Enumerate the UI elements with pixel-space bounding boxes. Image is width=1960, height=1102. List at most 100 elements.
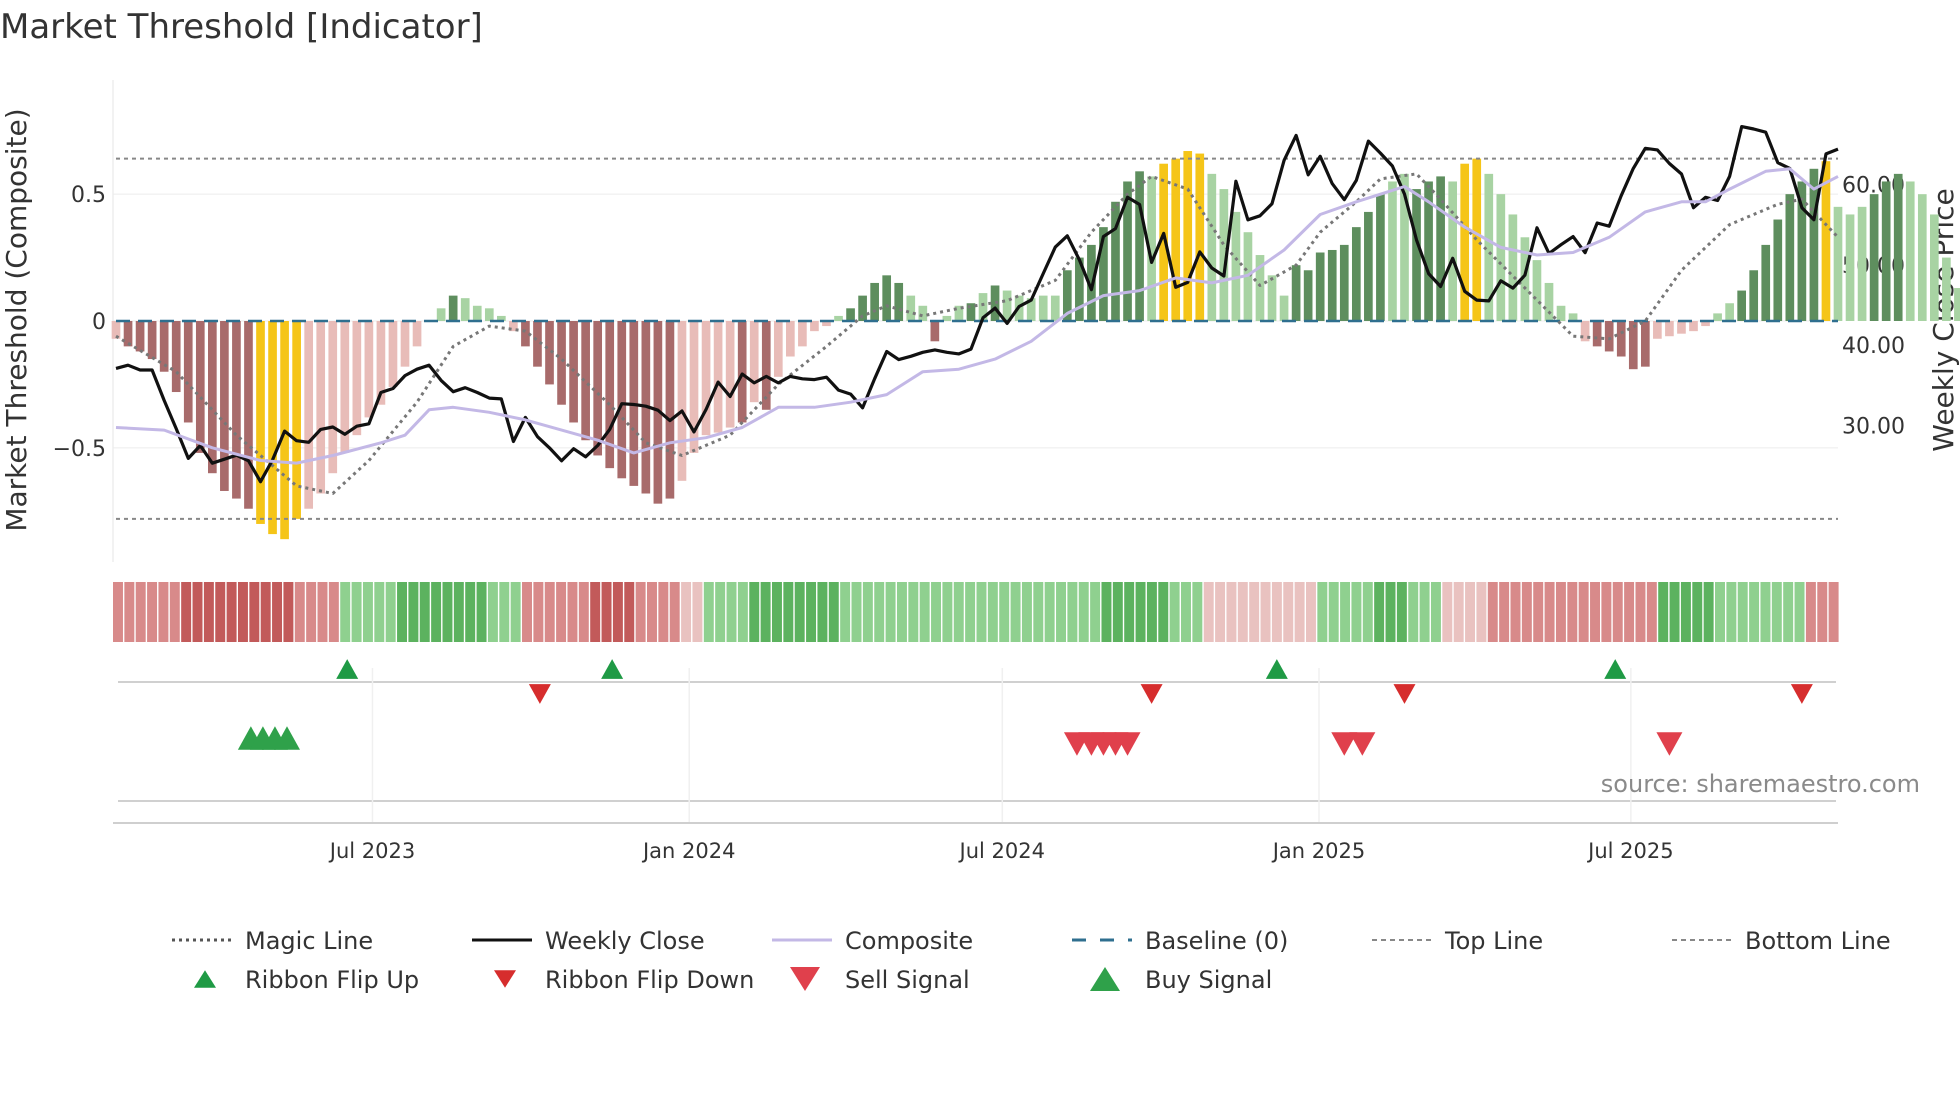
ribbon-cell: [1112, 582, 1123, 642]
histogram-bar: [1833, 206, 1843, 321]
histogram-bar: [1400, 173, 1409, 321]
ribbon-flip-down-marker: [1790, 684, 1813, 704]
ribbon-cell: [1771, 582, 1782, 642]
histogram-bar: [1099, 227, 1108, 321]
ribbon-cell: [1317, 582, 1328, 642]
ribbon-cell: [1590, 582, 1601, 642]
histogram-bar: [1183, 151, 1193, 321]
ribbon-cell: [669, 582, 680, 642]
ribbon-cell: [1374, 582, 1385, 642]
histogram-bar: [954, 305, 964, 321]
ribbon-cell: [237, 582, 248, 642]
ribbon-cell: [1226, 582, 1237, 642]
ribbon-cell: [1181, 582, 1191, 642]
histogram-bar: [183, 321, 193, 423]
ribbon-cell: [1124, 582, 1135, 642]
ribbon-cell: [169, 582, 180, 642]
histogram-bar: [1592, 321, 1602, 347]
histogram-bar: [509, 321, 518, 332]
histogram-bar: [376, 321, 386, 405]
ribbon-cell: [612, 582, 623, 642]
histogram-bar: [1315, 252, 1325, 321]
histogram-bar: [521, 321, 530, 347]
histogram-bar: [292, 321, 301, 519]
histogram-bar: [1942, 257, 1951, 321]
histogram-bar: [605, 321, 615, 469]
ribbon-cell: [1760, 582, 1771, 642]
histogram-bar: [448, 295, 458, 321]
histogram-bar: [1147, 176, 1156, 321]
ribbon-cell: [533, 582, 544, 642]
ribbon-cell: [658, 582, 669, 642]
histogram-bar: [617, 321, 627, 479]
ribbon-cell: [840, 582, 851, 642]
histogram-bar: [1821, 161, 1831, 321]
histogram-bar: [1797, 181, 1807, 321]
ribbon-cell: [442, 582, 453, 642]
histogram-bar: [810, 321, 819, 332]
histogram-bar: [1701, 321, 1710, 327]
ribbon-cell: [1726, 582, 1737, 642]
ribbon-cell: [1578, 582, 1589, 642]
signal-markers: [237, 659, 1813, 756]
sell-signal-marker: [1349, 732, 1376, 756]
legend-label: Ribbon Flip Down: [545, 966, 754, 994]
source-credit: source: sharemaestro.com: [1601, 770, 1920, 798]
x-axis-ticks: Jul 2023 Jan 2024 Jul 2024 Jan 2025 Jul 2025: [328, 839, 1674, 863]
histogram-bar: [111, 321, 121, 339]
ribbon-cell: [113, 582, 123, 642]
histogram-bar: [894, 282, 904, 321]
legend-label: Bottom Line: [1745, 927, 1891, 955]
legend-label: Baseline (0): [1145, 927, 1288, 955]
histogram-bar: [484, 308, 494, 321]
ribbon-cell: [510, 582, 521, 642]
ribbon-cell: [828, 582, 839, 642]
ribbon-cell: [567, 582, 578, 642]
right-tick-label: 40.00: [1842, 334, 1905, 359]
left-tick-label: 0.5: [71, 183, 106, 208]
histogram-bar: [1135, 171, 1144, 321]
x-tick-label: Jan 2024: [641, 839, 736, 863]
ribbon-cell: [1340, 582, 1351, 642]
histogram-bar: [1364, 211, 1373, 321]
histogram-bar: [460, 298, 470, 321]
ribbon-cell: [783, 582, 794, 642]
ribbon-flip-up-marker: [601, 659, 624, 679]
ribbon-cell: [522, 582, 532, 642]
ribbon-cell: [1510, 582, 1521, 642]
ribbon-cell: [1567, 582, 1578, 642]
ribbon-cell: [794, 582, 805, 642]
ribbon-cell: [874, 582, 885, 642]
histogram-bar: [171, 321, 181, 393]
legend-label: Buy Signal: [1145, 966, 1272, 994]
ribbon-flip-up-marker: [1604, 659, 1627, 679]
histogram-bar: [1893, 173, 1903, 321]
left-tick-label: −0.5: [53, 437, 106, 462]
histogram-bar: [966, 303, 976, 321]
histogram-bar: [340, 321, 350, 453]
ribbon-cell: [1805, 582, 1816, 642]
ribbon-cell: [851, 582, 862, 642]
histogram-bar: [846, 308, 855, 321]
sell-signal-marker: [1114, 732, 1141, 756]
histogram-bar: [557, 321, 566, 405]
histogram-bar: [1388, 181, 1397, 321]
histogram-bar: [1412, 189, 1421, 321]
ribbon-cell: [942, 582, 953, 642]
ribbon-cell: [147, 582, 158, 642]
ribbon-cell: [1328, 582, 1339, 642]
ribbon-cell: [647, 582, 657, 642]
histogram-bar: [436, 308, 446, 321]
legend-label: Sell Signal: [845, 966, 970, 994]
histogram-bar: [593, 321, 603, 456]
histogram-bar: [533, 321, 542, 367]
histogram-bar: [1520, 237, 1530, 321]
ribbon-cell: [749, 582, 760, 642]
histogram-bar: [1749, 270, 1759, 321]
histogram-bar: [1171, 158, 1181, 321]
legend-label: Composite: [845, 927, 973, 955]
histogram-bar: [1544, 282, 1554, 321]
ribbon-cell: [692, 582, 703, 642]
ribbon-cell: [1430, 582, 1441, 642]
